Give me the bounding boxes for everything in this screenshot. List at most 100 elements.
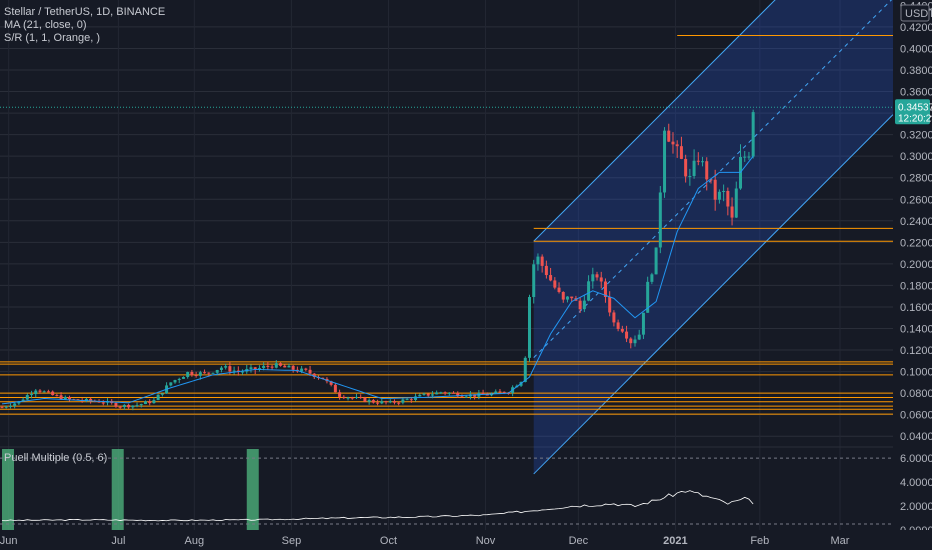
candle [38, 390, 42, 392]
candle [274, 363, 278, 368]
time-tick-label: Oct [380, 535, 397, 547]
candle [730, 206, 734, 218]
candle [354, 396, 358, 398]
candle [717, 191, 721, 200]
candle [401, 399, 405, 403]
candle [532, 264, 536, 298]
candle [279, 363, 283, 366]
candle [587, 281, 591, 301]
candle [485, 394, 489, 396]
candle [570, 296, 574, 299]
candle [540, 256, 544, 266]
time-tick-label: Mar [831, 535, 850, 547]
candle [338, 392, 342, 397]
candle [376, 402, 380, 404]
candle [194, 375, 198, 377]
candle [650, 274, 654, 282]
candle [177, 378, 181, 381]
candle [262, 365, 266, 369]
candle [679, 146, 683, 159]
candle [46, 391, 50, 393]
candle [405, 399, 409, 401]
time-tick-label: Nov [476, 535, 496, 547]
candle [42, 391, 46, 393]
candle [13, 403, 17, 407]
candle [160, 393, 164, 395]
last-price-badge [895, 99, 930, 125]
candle [392, 401, 396, 403]
candle [211, 372, 215, 374]
indicator-highlight-bar [246, 449, 259, 530]
candle [439, 392, 443, 394]
candle [430, 394, 434, 396]
candle [426, 393, 430, 396]
candle [460, 396, 464, 398]
candle [198, 372, 202, 376]
candle [549, 275, 553, 281]
candle [8, 406, 12, 408]
candle [523, 357, 527, 382]
candle [388, 401, 392, 403]
candle [59, 395, 63, 400]
ma-legend[interactable]: MA (21, close, 0) [4, 19, 87, 31]
currency-box [900, 4, 930, 22]
time-axis-background [0, 530, 932, 550]
candle [55, 395, 59, 397]
candle [637, 334, 641, 340]
candle [371, 400, 375, 403]
candle [705, 161, 709, 180]
time-tick-label: Feb [750, 535, 769, 547]
candle [219, 367, 223, 370]
candle [114, 402, 118, 407]
candle [734, 188, 738, 218]
candle [502, 391, 506, 393]
time-tick-label: Aug [185, 535, 205, 547]
candle [287, 365, 291, 368]
candle [363, 397, 367, 402]
time-tick-label: 2021 [663, 535, 687, 547]
candle [565, 296, 569, 300]
candle [207, 372, 211, 374]
candle [473, 394, 477, 397]
puell-multiple-line [1, 490, 754, 522]
candle [528, 297, 531, 358]
candle [51, 391, 55, 396]
candle [283, 365, 287, 368]
candle [215, 369, 219, 373]
last-price-label: 0.34537 [898, 102, 932, 113]
candle [89, 398, 93, 401]
sr-legend[interactable]: S/R (1, 1, Orange, ) [4, 32, 100, 44]
candle [266, 365, 270, 367]
candle [122, 404, 126, 408]
candle [68, 396, 72, 400]
candle [350, 397, 354, 399]
candle [629, 338, 633, 344]
indicator-legend[interactable]: Puell Multiple (0.5, 6) [4, 452, 108, 464]
candle [135, 405, 139, 407]
candle [456, 392, 460, 397]
symbol-legend[interactable]: Stellar / TetherUS, 1D, BINANCE [4, 6, 166, 18]
candle [633, 339, 637, 344]
time-tick-label: Jul [111, 535, 125, 547]
candle [291, 365, 295, 370]
candle [435, 392, 439, 395]
candle [494, 391, 498, 394]
candle [384, 401, 388, 403]
candle [595, 274, 599, 278]
candle [701, 161, 705, 163]
candle [625, 331, 629, 339]
candle [671, 141, 675, 145]
candle [578, 300, 582, 310]
candle [101, 402, 105, 404]
candle [224, 366, 228, 368]
candle [118, 406, 122, 408]
